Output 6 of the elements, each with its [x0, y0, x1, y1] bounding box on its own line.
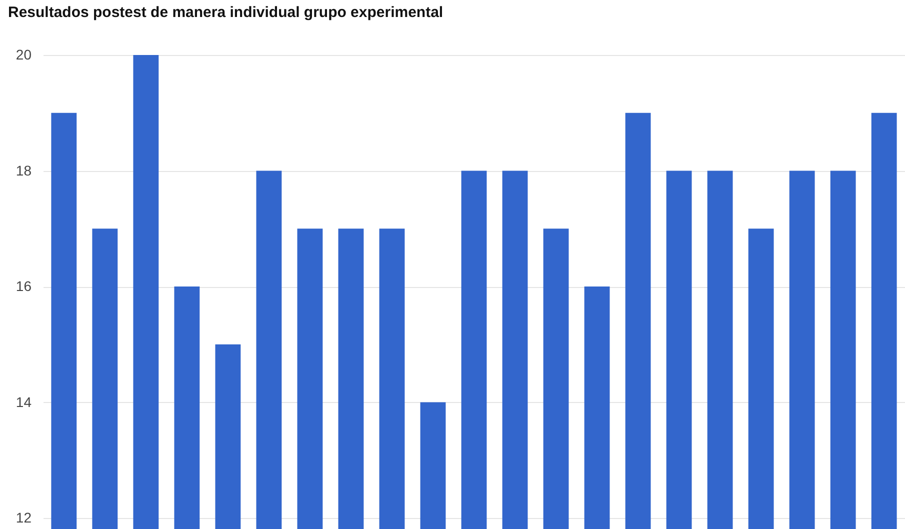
y-tick-label: 12 — [16, 510, 32, 526]
y-tick-label: 20 — [16, 46, 32, 62]
y-tick-label: 16 — [16, 278, 32, 294]
chart-title: Resultados postest de manera individual grupo experimental — [8, 4, 444, 21]
y-tick-label: 14 — [16, 394, 32, 410]
y-tick-label: 18 — [16, 162, 32, 178]
